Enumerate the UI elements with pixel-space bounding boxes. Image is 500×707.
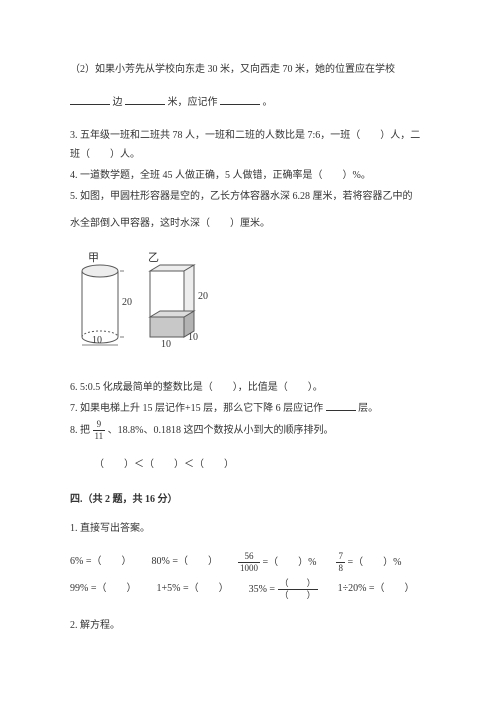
calc-row-2: 99% =（ ） 1+5% =（ ） 35% = （ ） （ ） 1÷20% =… [70, 579, 430, 600]
question-2: （2）如果小芳先从学校向东走 30 米，又向西走 70 米，她的位置应在学校 边… [70, 60, 430, 112]
cuboid-yi: 20 10 10 [150, 265, 208, 350]
frac-num: 9 [93, 420, 106, 431]
expr-35pct: 35% = （ ） （ ） [249, 579, 318, 600]
question-4: 4. 一道数学题，全班 45 人做正确，5 人做错，正确率是（ ）%。 [70, 166, 430, 185]
blank [220, 94, 260, 105]
blank [125, 94, 165, 105]
text: 。 [263, 97, 273, 108]
q8-prefix: 8. 把 [70, 425, 90, 436]
eq-text: =（ ）% [260, 557, 316, 568]
frac-num: （ ） [278, 579, 318, 590]
figure-containers: 甲 乙 20 10 [70, 247, 430, 364]
section-4-item-1: 1. 直接写出答案。 [70, 519, 430, 538]
frac-den: 8 [336, 563, 345, 573]
prefix-text: 35% = [249, 584, 278, 595]
q7-text-a: 7. 如果电梯上升 15 层记作+15 层，那么它下降 6 层应记作 [70, 403, 323, 414]
text: 米，应记作 [168, 97, 218, 108]
section-4-item-2: 2. 解方程。 [70, 616, 430, 635]
expr-99pct: 99% =（ ） [70, 579, 136, 600]
svg-text:20: 20 [198, 291, 208, 302]
expr-1div20pct: 1÷20% =（ ） [338, 579, 415, 600]
frac-den: 1000 [238, 563, 260, 573]
fraction-56-1000: 56 1000 [238, 552, 260, 573]
jia-label-text: 甲 [88, 252, 99, 264]
frac-den: （ ） [278, 590, 318, 600]
section-4-head: 四.（共 2 题，共 16 分） [70, 490, 430, 509]
q8-compare: （ ）＜（ ）＜（ ） [94, 455, 430, 474]
eq-text: =（ ）% [345, 557, 401, 568]
frac-num: 56 [238, 552, 260, 563]
figure-svg: 甲 乙 20 10 [70, 247, 230, 357]
yi-label-text: 乙 [148, 251, 159, 264]
fraction-7-8: 7 8 [336, 552, 345, 573]
question-3: 3. 五年级一班和二班共 78 人，一班和二班的人数比是 7:6，一班（ ）人，… [70, 126, 430, 164]
question-block-345: 3. 五年级一班和二班共 78 人，一班和二班的人数比是 7:6，一班（ ）人，… [70, 126, 430, 233]
question-6: 6. 5:0.5 化成最简单的整数比是（ ），比值是（ ）。 [70, 378, 430, 397]
expr-6pct: 6% =（ ） [70, 552, 131, 573]
question-8: 8. 把 9 11 、18.8%、0.1818 这四个数按从小到大的顺序排列。 [70, 420, 430, 441]
expr-80pct: 80% =（ ） [151, 552, 217, 573]
q8-middle: 、18.8%、0.1818 这四个数按从小到大的顺序排列。 [108, 425, 334, 436]
q7-text-b: 层。 [358, 403, 378, 414]
svg-text:10: 10 [161, 339, 171, 350]
calc-row-1: 6% =（ ） 80% =（ ） 56 1000 =（ ）% 7 8 =（ ）% [70, 552, 430, 573]
svg-text:20: 20 [122, 297, 132, 308]
question-5b: 水全部倒入甲容器，这时水深（ ）厘米。 [70, 214, 430, 233]
expr-7-8: 7 8 =（ ）% [336, 552, 401, 573]
frac-den: 11 [93, 431, 106, 441]
blank [70, 94, 110, 105]
text: 边 [113, 97, 123, 108]
frac-num: 7 [336, 552, 345, 563]
expr-56-1000: 56 1000 =（ ）% [238, 552, 316, 573]
cylinder-jia: 20 10 [82, 265, 132, 346]
svg-text:10: 10 [188, 332, 198, 343]
q2-line-a: （2）如果小芳先从学校向东走 30 米，又向西走 70 米，她的位置应在学校 [70, 60, 430, 79]
q2-line-b: 边 米，应记作 。 [70, 93, 430, 112]
blank [326, 400, 356, 411]
svg-text:10: 10 [92, 335, 102, 346]
question-7: 7. 如果电梯上升 15 层记作+15 层，那么它下降 6 层应记作 层。 [70, 399, 430, 418]
fraction-blank: （ ） （ ） [278, 579, 318, 600]
fraction-9-11: 9 11 [93, 420, 106, 441]
expr-1plus5pct: 1+5% =（ ） [156, 579, 228, 600]
question-5a: 5. 如图，甲圆柱形容器是空的，乙长方体容器水深 6.28 厘米，若将容器乙中的 [70, 187, 430, 206]
